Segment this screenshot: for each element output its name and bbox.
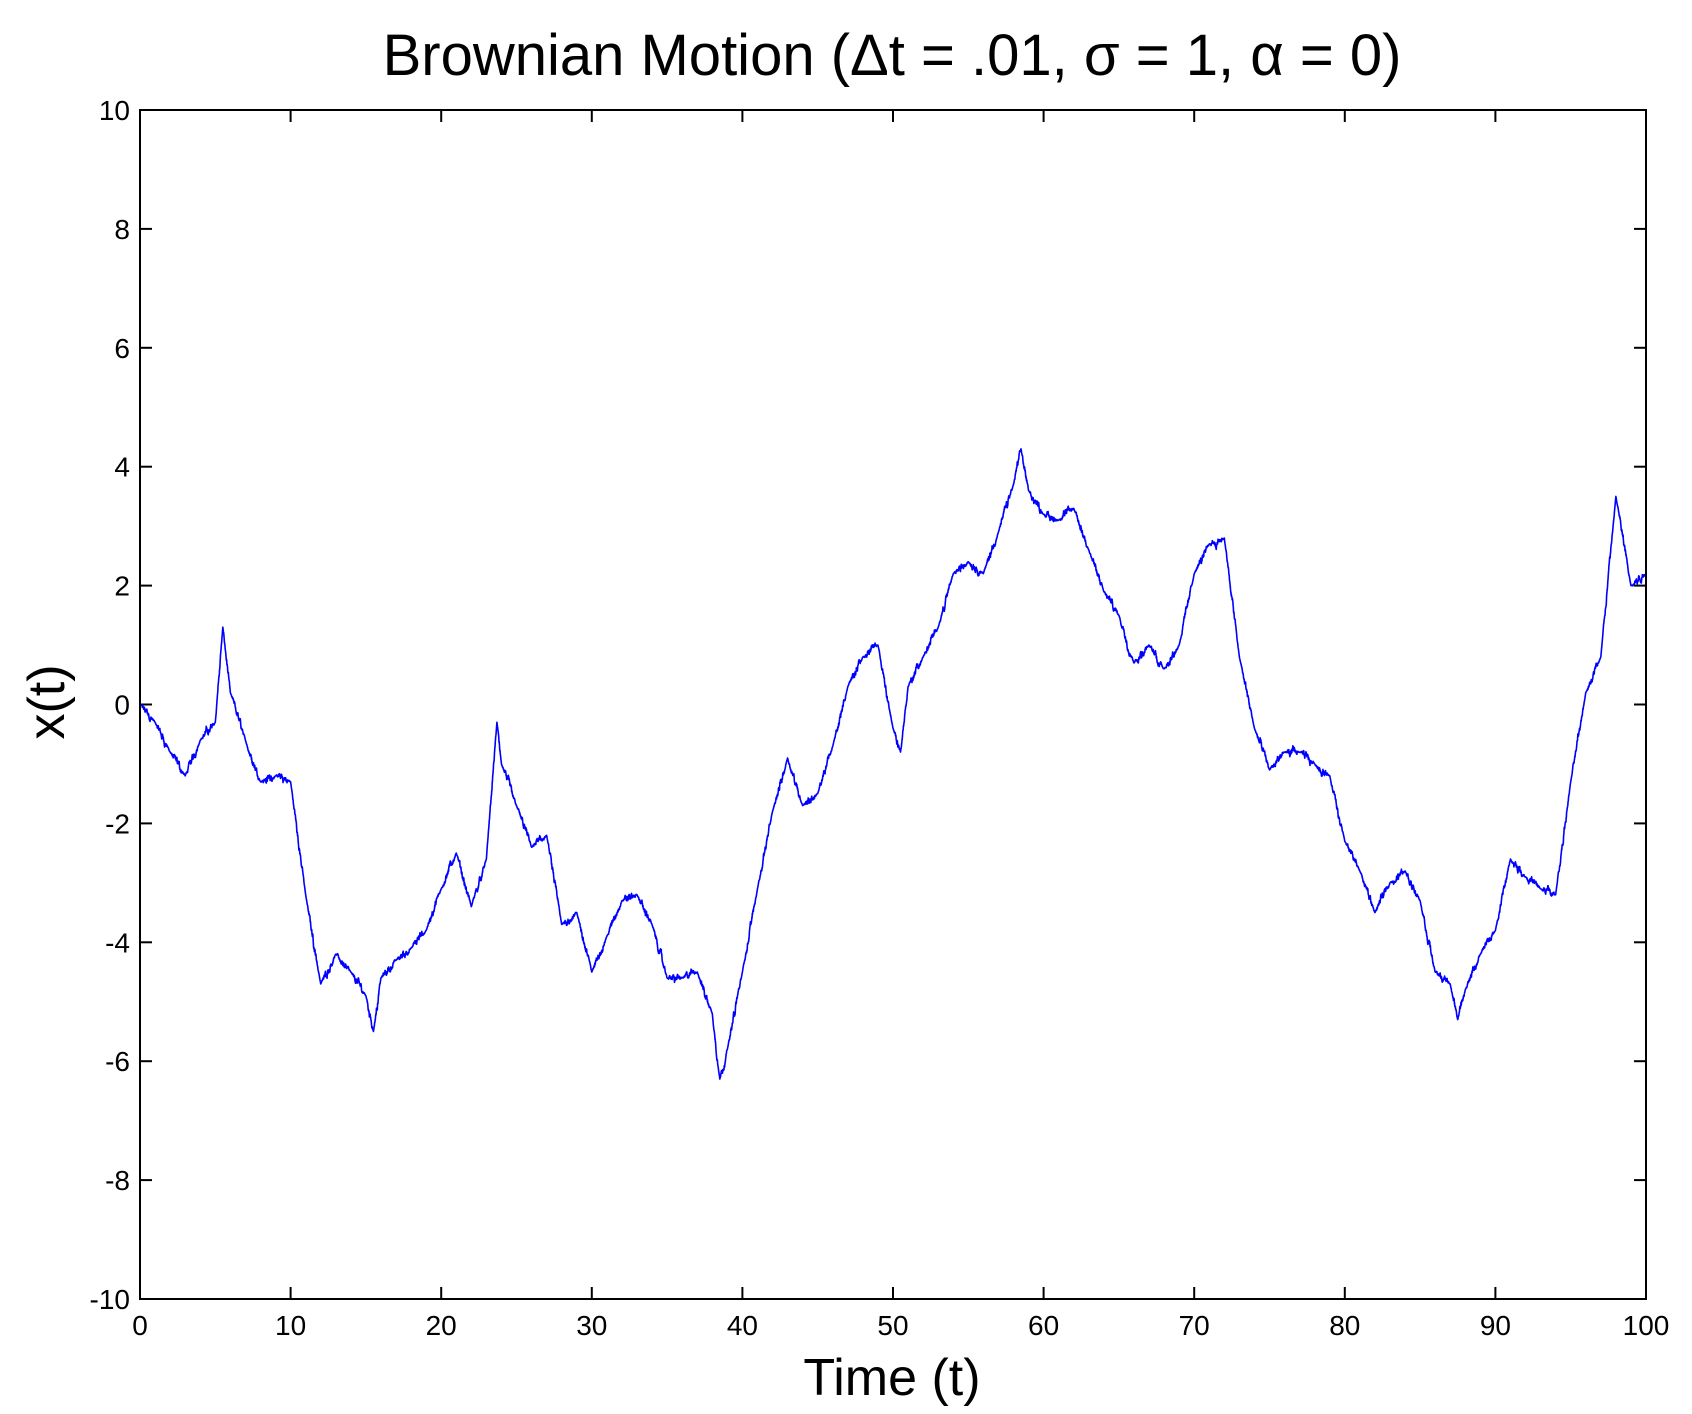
x-tick-label: 50 bbox=[877, 1310, 908, 1341]
x-axis-label: Time (t) bbox=[803, 1349, 980, 1407]
x-tick-label: 10 bbox=[275, 1310, 306, 1341]
series-layer bbox=[139, 448, 1647, 1080]
x-tick-label: 90 bbox=[1480, 1310, 1511, 1341]
x-tick-label: 0 bbox=[132, 1310, 148, 1341]
y-axis-label: x(t) bbox=[18, 664, 76, 739]
y-axis-ticks: -10 -8 -6 -4 -2 0 2 4 6 8 10 bbox=[90, 95, 1646, 1315]
x-tick-label: 30 bbox=[576, 1310, 607, 1341]
y-tick-label: 6 bbox=[114, 333, 130, 364]
x-tick-label: 80 bbox=[1329, 1310, 1360, 1341]
y-tick-label: -4 bbox=[105, 927, 130, 958]
x-tick-label: 20 bbox=[426, 1310, 457, 1341]
series-line bbox=[139, 448, 1647, 1080]
y-tick-label: 8 bbox=[114, 214, 130, 245]
x-axis-ticks: 0 10 20 30 40 50 60 70 80 90 100 bbox=[132, 110, 1669, 1341]
y-tick-label: 4 bbox=[114, 452, 130, 483]
x-tick-label: 40 bbox=[727, 1310, 758, 1341]
y-tick-label: 10 bbox=[99, 95, 130, 126]
y-tick-label: -2 bbox=[105, 808, 130, 839]
chart-title: Brownian Motion (Δt = .01, σ = 1, α = 0) bbox=[383, 23, 1402, 88]
y-tick-label: 0 bbox=[114, 690, 130, 721]
y-tick-label: -6 bbox=[105, 1046, 130, 1077]
axes-box bbox=[139, 109, 1647, 1300]
y-tick-label: -10 bbox=[90, 1284, 130, 1315]
x-tick-label: 70 bbox=[1179, 1310, 1210, 1341]
x-tick-label: 60 bbox=[1028, 1310, 1059, 1341]
x-tick-label: 100 bbox=[1623, 1310, 1670, 1341]
y-tick-label: -8 bbox=[105, 1165, 130, 1196]
y-tick-label: 2 bbox=[114, 571, 130, 602]
